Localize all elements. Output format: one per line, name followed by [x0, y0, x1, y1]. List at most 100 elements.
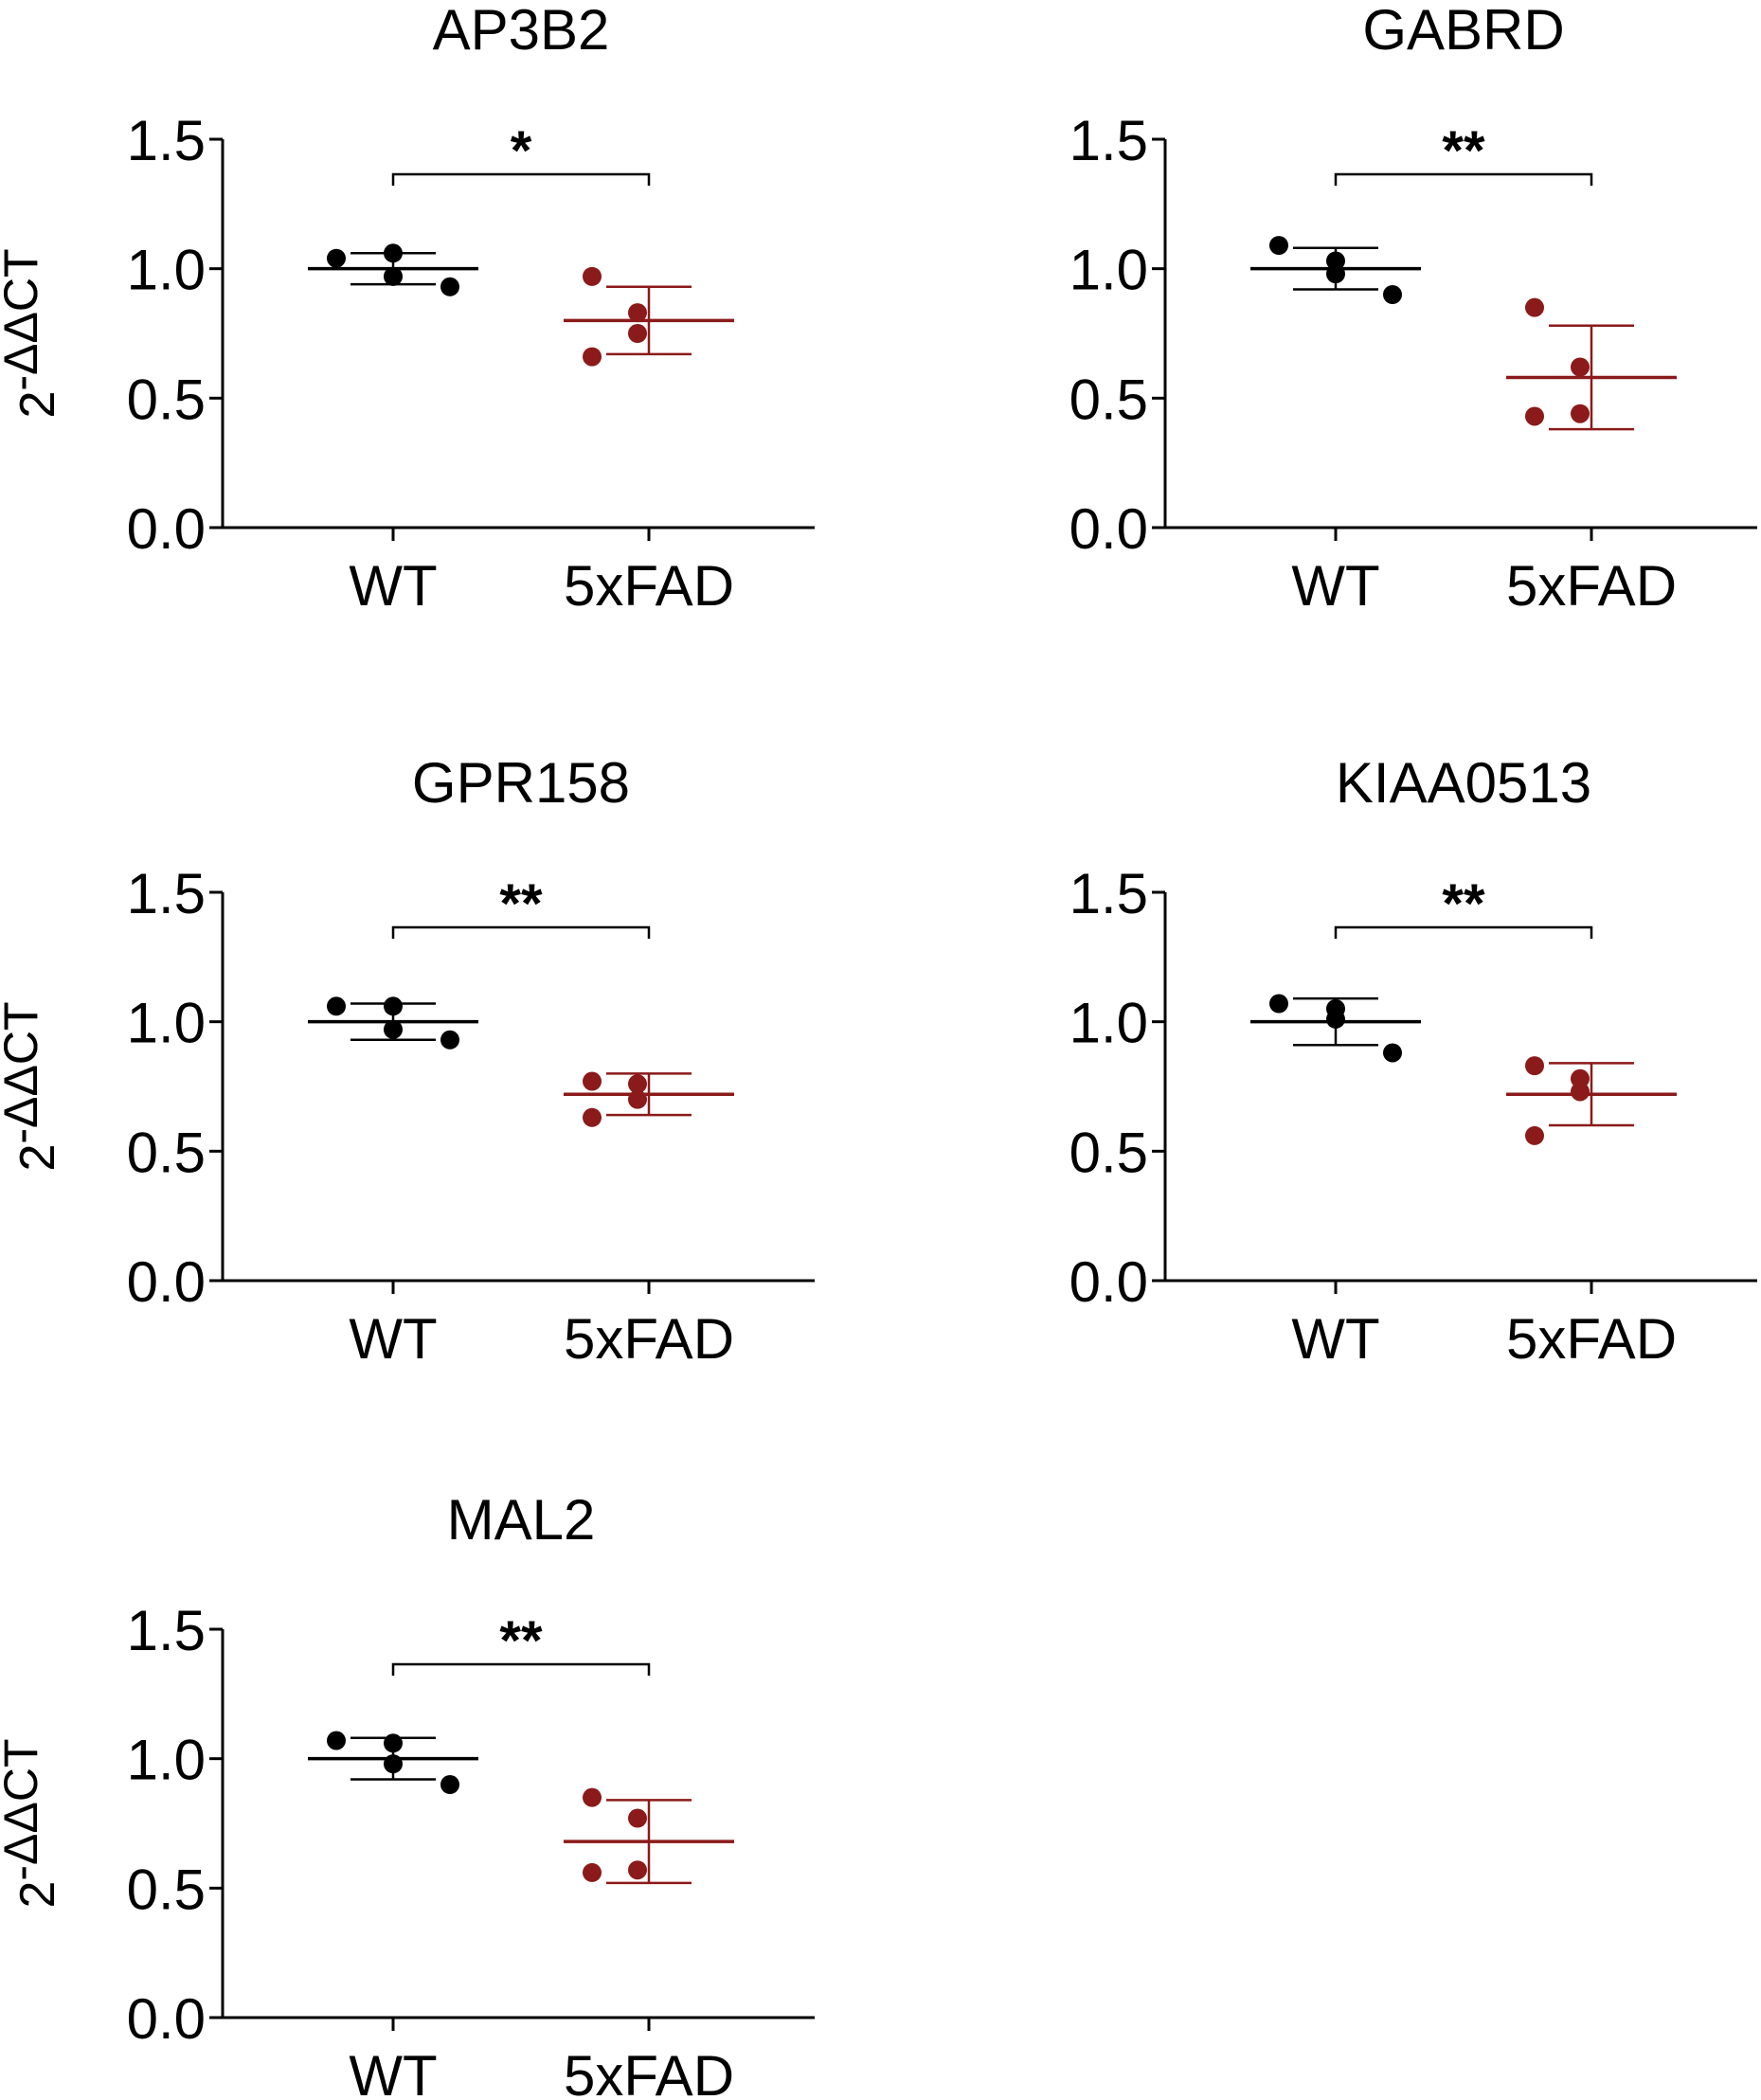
y-axis-label: 2-ΔΔCT [0, 1001, 65, 1171]
series-wt [308, 996, 478, 1050]
y-axis-label: 2-ΔΔCT [0, 1001, 65, 1171]
y-tick-label: 0.5 [1069, 1121, 1148, 1184]
x-tick-label: 5xFAD [564, 2044, 734, 2100]
data-point [384, 243, 403, 263]
x-tick-label: 5xFAD [1506, 1307, 1677, 1371]
significance-label: ** [499, 1610, 543, 1672]
data-point [384, 996, 403, 1016]
data-point [1383, 1043, 1402, 1063]
significance-label: ** [1442, 873, 1485, 935]
chart-title: GPR158 [412, 751, 630, 815]
data-point [583, 1107, 602, 1127]
data-point [583, 1862, 602, 1882]
data-point [440, 1775, 459, 1794]
series-wt [308, 1731, 478, 1794]
series-5xfad [1506, 297, 1677, 431]
series-wt [308, 243, 478, 296]
x-tick-label: WT [349, 554, 437, 618]
series-5xfad [1506, 1056, 1677, 1145]
data-point [1383, 285, 1402, 304]
chart-panel-kiaa0513: KIAA0513 0.0 0.5 1.0 1.5 WT 5xFAD 2-ΔΔCT ** [0, 751, 1757, 1371]
data-point [1571, 357, 1590, 377]
y-axis-label-superscript: -ΔΔCT [0, 1738, 47, 1880]
y-tick-label: 0.0 [127, 1250, 206, 1314]
y-tick-label: 1.5 [127, 862, 206, 925]
x-tick-label: 5xFAD [564, 1307, 734, 1371]
data-point [1525, 1056, 1544, 1076]
data-point [440, 1030, 459, 1050]
y-axis-label-base: 2 [10, 391, 65, 419]
significance-bracket [391, 925, 651, 939]
x-tick-label: 5xFAD [1506, 554, 1677, 618]
y-tick-label: 0.5 [1069, 368, 1148, 431]
y-tick-label: 1.0 [127, 992, 206, 1055]
chart-panel-mal2: MAL2 0.0 0.5 1.0 1.5 WT 5xFAD 2-ΔΔCT ** [0, 1488, 815, 2100]
data-point [440, 277, 459, 296]
data-point [1326, 251, 1345, 271]
data-point [583, 1071, 602, 1091]
significance-label: ** [499, 873, 543, 935]
data-point [1525, 406, 1544, 426]
y-tick-label: 0.0 [1069, 497, 1148, 561]
series-wt [1250, 236, 1421, 304]
y-axis-label-superscript: -ΔΔCT [0, 1001, 47, 1143]
y-tick-label: 1.5 [127, 1599, 206, 1662]
significance-bracket [1334, 925, 1593, 939]
data-point [327, 996, 346, 1016]
data-point [628, 1860, 647, 1880]
data-point [1525, 297, 1544, 317]
data-point [327, 248, 346, 268]
y-axis-label-base: 2 [10, 1144, 65, 1172]
data-point [384, 266, 403, 286]
chart-panel-ap3b2: AP3B2 0.0 0.5 1.0 1.5 WT 5xFAD 2-ΔΔCT * [0, 0, 815, 618]
chart-panel-gpr158: GPR158 0.0 0.5 1.0 1.5 WT 5xFAD 2-ΔΔCT ** [0, 751, 815, 1371]
data-point [1571, 1082, 1590, 1102]
series-wt [1250, 994, 1421, 1063]
y-axis-label: 2-ΔΔCT [0, 1738, 65, 1908]
x-tick-label: WT [349, 2044, 437, 2100]
data-point [1326, 264, 1345, 284]
chart-title: MAL2 [447, 1488, 596, 1552]
data-point [628, 303, 647, 323]
y-tick-label: 1.5 [127, 109, 206, 172]
data-point [384, 1733, 403, 1753]
y-axis-label-superscript: -ΔΔCT [0, 1001, 47, 1143]
data-point [384, 1754, 403, 1774]
y-tick-label: 1.0 [1069, 992, 1148, 1055]
data-point [327, 1731, 346, 1750]
y-tick-label: 0.0 [127, 497, 206, 561]
data-point [1326, 1009, 1345, 1029]
data-point [384, 1019, 403, 1039]
series-5xfad [564, 266, 734, 367]
y-tick-label: 0.5 [127, 368, 206, 431]
x-tick-label: WT [1291, 554, 1379, 618]
y-axis-label: 2-ΔΔCT [0, 248, 65, 418]
data-point [583, 1787, 602, 1807]
significance-bracket [1334, 172, 1593, 186]
y-tick-label: 1.0 [127, 1729, 206, 1792]
y-tick-label: 1.5 [1069, 862, 1148, 925]
y-axis-label: 2-ΔΔCT [0, 248, 65, 418]
y-tick-label: 0.5 [127, 1121, 206, 1184]
y-tick-label: 1.0 [1069, 239, 1148, 302]
chart-title: GABRD [1362, 0, 1564, 62]
data-point [1525, 1125, 1544, 1145]
y-axis-label-base: 2 [10, 391, 65, 419]
series-5xfad [564, 1071, 734, 1127]
significance-bracket [391, 1662, 651, 1676]
y-axis-label-base: 2 [10, 1881, 65, 1909]
x-tick-label: WT [1291, 1307, 1379, 1371]
y-axis-label-superscript: -ΔΔCT [0, 248, 47, 390]
y-tick-label: 0.5 [127, 1858, 206, 1921]
y-tick-label: 1.0 [127, 239, 206, 302]
significance-bracket [391, 172, 651, 186]
data-point [583, 266, 602, 286]
data-point [628, 1074, 647, 1094]
y-axis-label-base: 2 [10, 1144, 65, 1172]
data-point [628, 324, 647, 343]
data-point [583, 347, 602, 367]
series-5xfad [564, 1787, 734, 1885]
x-tick-label: WT [349, 1307, 437, 1371]
y-tick-label: 1.5 [1069, 109, 1148, 172]
